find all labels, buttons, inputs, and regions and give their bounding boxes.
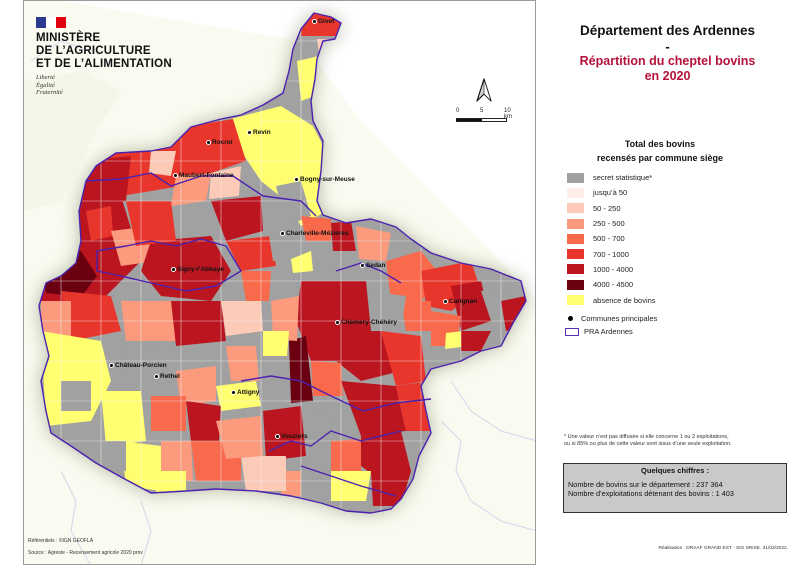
key-figure-exploitations: Nombre d’exploitations détenant des bovi… bbox=[568, 489, 734, 498]
subtitle-line-1: Répartition du cheptel bovins bbox=[579, 54, 756, 68]
town-signy-labbaye: Signy-l’Abbaye bbox=[171, 266, 224, 273]
subtitle-line-2: en 2020 bbox=[644, 69, 691, 83]
town-dot-icon bbox=[443, 299, 448, 304]
logo-line-1: MINISTÈRE bbox=[36, 32, 101, 44]
logo-line-3: ET DE L’ALIMENTATION bbox=[36, 58, 172, 70]
legend-swatch bbox=[567, 295, 584, 306]
legend-item-4000-4500: 4000 - 4500 bbox=[567, 277, 656, 292]
town-dot-icon bbox=[231, 390, 236, 395]
town-dot-icon bbox=[171, 267, 176, 272]
ardennes-choropleth-map bbox=[24, 1, 535, 564]
legend-item-1000-4000: 1000 - 4000 bbox=[567, 262, 656, 277]
north-arrow-icon bbox=[476, 78, 492, 102]
town-dot-icon bbox=[247, 130, 252, 135]
legend-swatch bbox=[567, 233, 584, 244]
legend-swatch bbox=[567, 172, 584, 183]
legend: secret statistique* jusqu’à 50 50 - 250 … bbox=[567, 170, 656, 308]
french-flag-icon bbox=[36, 17, 66, 28]
motto-liberte: Liberté bbox=[36, 74, 55, 81]
logo-line-2: DE L’AGRICULTURE bbox=[36, 45, 151, 57]
town-dot-icon bbox=[173, 173, 178, 178]
town-dot-icon bbox=[109, 363, 114, 368]
town-revin: Revin bbox=[247, 129, 271, 136]
town-vouziers: Vouziers bbox=[275, 433, 308, 440]
town-givet: Givet bbox=[312, 18, 334, 25]
legend-swatch bbox=[567, 203, 584, 214]
town-dot-icon bbox=[280, 231, 285, 236]
scale-label-10: 10 km bbox=[504, 108, 512, 120]
motto: Liberté Égalité Fraternité bbox=[36, 74, 196, 97]
town-dot-icon bbox=[294, 177, 299, 182]
legend-pra: PRA Ardennes bbox=[565, 327, 633, 336]
credits-source: Source : Agreste - Recensement agricole … bbox=[28, 550, 143, 556]
page-title: Département des Ardennes bbox=[579, 23, 756, 38]
legend-title: Total des bovins recensés par commune si… bbox=[560, 137, 760, 165]
legend-swatch bbox=[567, 279, 584, 290]
town-rocroi: Rocroi bbox=[206, 139, 233, 146]
credits-referentiels: Référentiels : ©IGN GEOFLA bbox=[28, 538, 94, 544]
footnote-line-2: ou si 85% ou plus de cette valeur sont i… bbox=[564, 441, 732, 447]
town-rethel: Rethel bbox=[154, 373, 180, 380]
town-charleville-mezieres: Charleville-Mézières bbox=[280, 230, 349, 237]
town-carignan: Carignan bbox=[443, 298, 477, 305]
realisation-credit: Réalisation : DRAAF GRAND EST - SIG SRIS… bbox=[658, 546, 788, 551]
town-dot-icon bbox=[275, 434, 280, 439]
town-chemery-chehery: Chémery-Chéhéry bbox=[335, 319, 397, 326]
key-figures-title: Quelques chiffres : bbox=[641, 466, 709, 475]
scale-bar: 0 5 10 km bbox=[456, 108, 516, 122]
pra-outline-icon bbox=[565, 327, 579, 336]
key-figures-box: Quelques chiffres : Nombre de bovins sur… bbox=[563, 463, 787, 513]
town-dot-icon bbox=[360, 263, 365, 268]
title-dash: - bbox=[665, 39, 670, 54]
commune-dot-icon bbox=[568, 316, 573, 321]
legend-item-0-50: jusqu’à 50 bbox=[567, 185, 656, 200]
scale-label-5: 5 bbox=[480, 108, 484, 114]
legend-title-line-1: Total des bovins bbox=[624, 139, 696, 149]
legend-communes: Communes principales bbox=[565, 314, 657, 323]
motto-fraternite: Fraternité bbox=[36, 89, 63, 96]
town-bogny-sur-meuse: Bogny-sur-Meuse bbox=[294, 176, 355, 183]
town-dot-icon bbox=[312, 19, 317, 24]
key-figure-bovins: Nombre de bovins sur le département : 23… bbox=[568, 480, 723, 489]
legend-swatch bbox=[567, 218, 584, 229]
scale-label-0: 0 bbox=[456, 108, 460, 114]
ministry-logo: MINISTÈRE DE L’AGRICULTURE ET DE L’ALIME… bbox=[36, 17, 196, 97]
legend-swatch bbox=[567, 187, 584, 198]
legend-item-500-700: 500 - 700 bbox=[567, 231, 656, 246]
motto-egalite: Égalité bbox=[36, 81, 55, 89]
town-attigny: Attigny bbox=[231, 389, 259, 396]
town-sedan: Sedan bbox=[360, 262, 386, 269]
town-dot-icon bbox=[154, 374, 159, 379]
footnote-line-1: * Une valeur n’est pas diffusée si elle … bbox=[564, 434, 729, 440]
legend-item-700-1000: 700 - 1000 bbox=[567, 246, 656, 261]
legend-item-absence: absence de bovins bbox=[567, 292, 656, 307]
legend-item-50-250: 50 - 250 bbox=[567, 201, 656, 216]
town-dot-icon bbox=[206, 140, 211, 145]
map-frame bbox=[23, 0, 536, 565]
legend-title-line-2: recensés par commune siège bbox=[596, 153, 724, 163]
legend-item-250-500: 250 - 500 bbox=[567, 216, 656, 231]
legend-swatch bbox=[567, 264, 584, 275]
footnote: * Une valeur n’est pas diffusée si elle … bbox=[564, 434, 784, 448]
town-dot-icon bbox=[335, 320, 340, 325]
legend-swatch bbox=[567, 249, 584, 260]
legend-item-secret: secret statistique* bbox=[567, 170, 656, 185]
title-block: Département des Ardennes - Répartition d… bbox=[545, 22, 790, 84]
town-maubert-fontaine: Maubert-Fontaine bbox=[173, 172, 234, 179]
town-chateau-porcien: Château-Porcien bbox=[109, 362, 167, 369]
